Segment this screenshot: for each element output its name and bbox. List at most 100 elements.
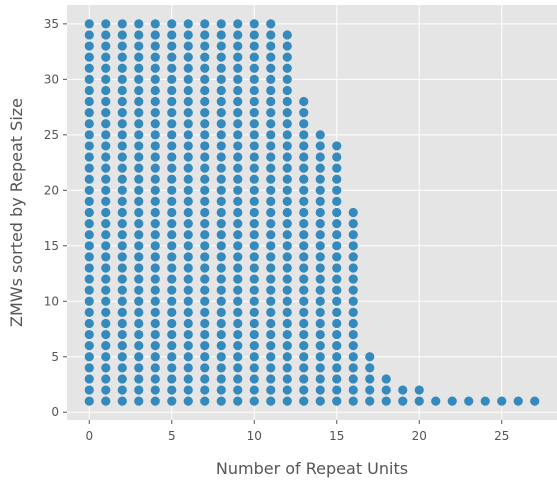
data-point [348, 363, 358, 373]
data-point [216, 252, 226, 262]
data-point [84, 196, 94, 207]
data-point [332, 318, 342, 329]
data-point [348, 241, 358, 251]
data-point [101, 152, 111, 162]
data-point [84, 163, 94, 173]
data-point [117, 96, 127, 107]
data-point [348, 252, 358, 262]
data-point [117, 385, 127, 395]
data-point [117, 285, 127, 295]
data-point [84, 296, 94, 306]
data-point [249, 252, 259, 262]
data-point [348, 285, 358, 295]
data-point [200, 374, 210, 384]
data-point [183, 363, 193, 373]
data-point [282, 108, 292, 118]
data-point [101, 363, 111, 373]
data-point [150, 241, 160, 251]
data-point [101, 119, 111, 129]
data-point [134, 207, 144, 218]
y-tick-label: 10 [44, 294, 59, 308]
data-point [150, 130, 160, 140]
data-point [84, 30, 94, 40]
data-point [233, 96, 243, 107]
data-point [200, 396, 210, 406]
data-point [216, 341, 226, 351]
data-point [200, 241, 210, 251]
data-point [315, 130, 325, 140]
data-point [332, 163, 342, 173]
data-point [117, 363, 127, 373]
data-point [266, 363, 276, 373]
data-point [167, 96, 177, 107]
y-tick-label: 5 [51, 350, 59, 364]
data-point [150, 363, 160, 373]
data-point [216, 329, 226, 340]
data-point [183, 274, 193, 284]
data-point [167, 374, 177, 384]
data-point [249, 241, 259, 251]
y-tick-label: 15 [44, 239, 59, 253]
data-point [315, 274, 325, 284]
data-point [117, 296, 127, 306]
data-point [266, 263, 276, 273]
x-tick-label: 15 [329, 429, 344, 443]
data-point [117, 318, 127, 329]
data-point [233, 363, 243, 373]
data-point [249, 130, 259, 140]
data-point [266, 19, 276, 29]
data-point [134, 152, 144, 162]
data-point [134, 74, 144, 84]
data-point [167, 352, 177, 362]
data-point [233, 374, 243, 384]
data-point [84, 363, 94, 373]
data-points [84, 19, 540, 406]
data-point [101, 296, 111, 306]
x-tick-label: 20 [412, 429, 427, 443]
data-point [200, 63, 210, 73]
data-point [167, 141, 177, 151]
data-point [315, 341, 325, 351]
data-point [315, 296, 325, 306]
data-point [167, 152, 177, 162]
data-point [101, 74, 111, 84]
data-point [249, 318, 259, 329]
data-point [348, 230, 358, 240]
data-point [348, 318, 358, 329]
data-point [216, 19, 226, 29]
data-point [216, 207, 226, 218]
data-point [101, 230, 111, 240]
data-point [233, 285, 243, 295]
data-point [332, 329, 342, 340]
data-point [150, 352, 160, 362]
data-point [101, 352, 111, 362]
data-point [315, 185, 325, 195]
data-point [167, 63, 177, 73]
data-point [150, 108, 160, 118]
data-point [167, 307, 177, 317]
data-point [414, 385, 424, 395]
data-point [249, 363, 259, 373]
data-point [101, 318, 111, 329]
data-point [150, 329, 160, 340]
data-point [249, 274, 259, 284]
data-point [117, 19, 127, 29]
data-point [233, 263, 243, 273]
data-point [101, 252, 111, 262]
data-point [183, 163, 193, 173]
data-point [299, 207, 309, 218]
data-point [266, 329, 276, 340]
data-point [348, 207, 358, 218]
data-point [134, 63, 144, 73]
data-point [299, 285, 309, 295]
data-point [315, 374, 325, 384]
data-point [183, 241, 193, 251]
data-point [266, 307, 276, 317]
data-point [266, 119, 276, 129]
data-point [299, 252, 309, 262]
data-point [348, 352, 358, 362]
x-tick-label: 5 [168, 429, 176, 443]
data-point [150, 119, 160, 129]
data-point [200, 119, 210, 129]
data-point [183, 296, 193, 306]
